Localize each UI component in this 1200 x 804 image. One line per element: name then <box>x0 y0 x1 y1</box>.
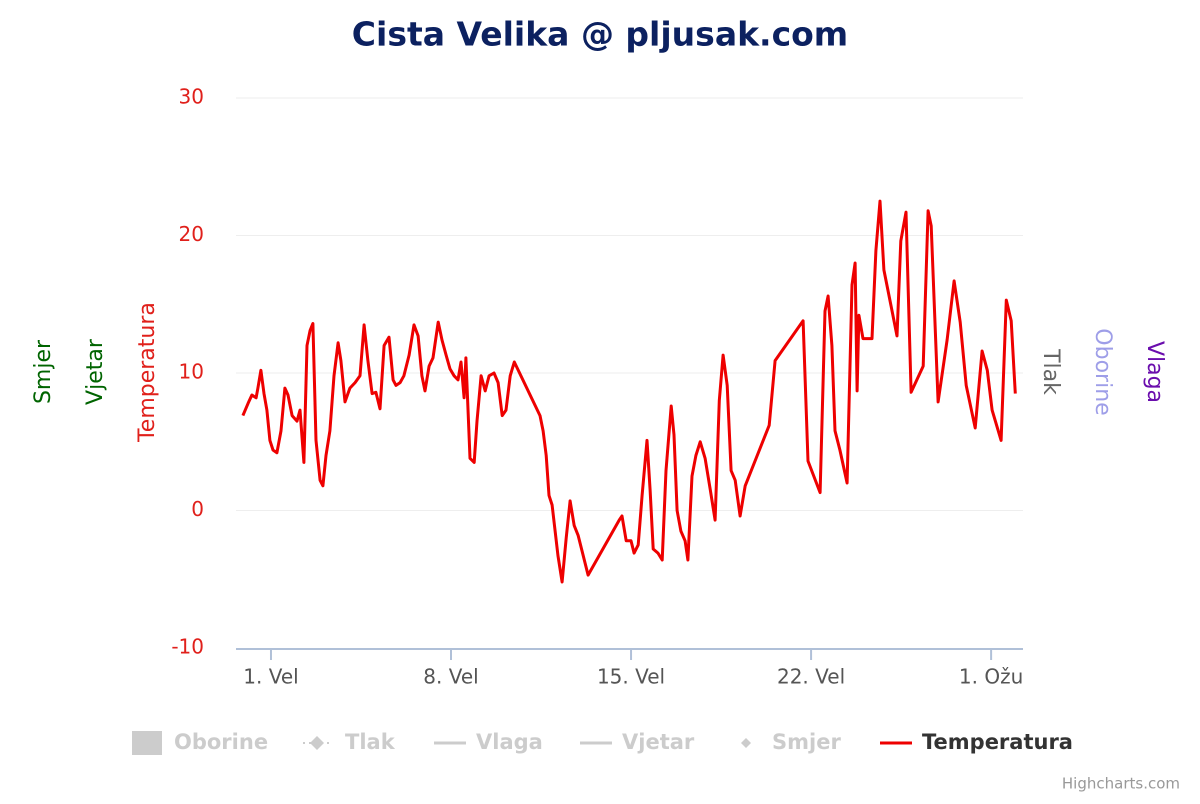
x-tick-label: 22. Vel <box>777 665 845 689</box>
chart-title: Cista Velika @ pljusak.com <box>352 15 848 54</box>
x-tick-label: 8. Vel <box>423 665 478 689</box>
legend-label[interactable]: Vlaga <box>476 730 543 754</box>
legend-label[interactable]: Smjer <box>772 730 841 754</box>
x-tick-label: 15. Vel <box>597 665 665 689</box>
legend-label[interactable]: Vjetar <box>622 730 695 754</box>
y-tick-label: 10 <box>179 360 204 384</box>
x-tick-label: 1. Ožu <box>959 665 1023 689</box>
axis-title: Temperatura <box>135 302 160 443</box>
legend-symbol <box>741 738 751 748</box>
x-tick-label: 1. Vel <box>243 665 298 689</box>
axis-title: Oborine <box>1090 328 1115 415</box>
y-tick-label: -10 <box>171 635 204 659</box>
legend-symbol <box>132 731 162 755</box>
axis-title: Vlaga <box>1142 341 1167 403</box>
axis-title: Tlak <box>1038 348 1063 395</box>
y-tick-label: 20 <box>179 222 204 246</box>
legend-label[interactable]: Oborine <box>174 730 268 754</box>
legend-symbol <box>310 736 324 750</box>
axis-title: Smjer <box>31 339 56 404</box>
credits: Highcharts.com <box>1062 775 1180 793</box>
temperature-line <box>241 199 1017 584</box>
legend-label[interactable]: Tlak <box>345 730 396 754</box>
y-tick-label: 30 <box>179 85 204 109</box>
axis-title: Vjetar <box>83 338 108 405</box>
legend-label[interactable]: Temperatura <box>922 730 1073 754</box>
y-tick-label: 0 <box>191 497 204 521</box>
